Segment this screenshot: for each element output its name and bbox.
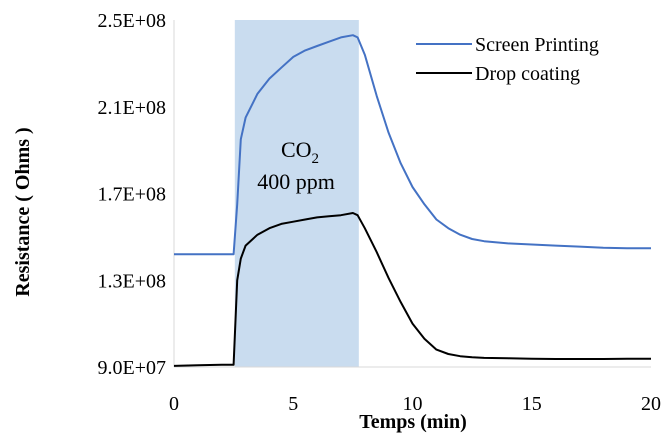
- x-tick-label: 5: [288, 393, 298, 415]
- svg-text:CO2: CO2: [281, 137, 319, 167]
- x-tick-label: 0: [169, 393, 179, 415]
- y-tick-label: 2.5E+08: [98, 10, 167, 32]
- y-tick-label: 1.7E+08: [98, 184, 167, 206]
- y-tick-label: 1.3E+08: [98, 270, 167, 292]
- annotation-co2-subscript: 2: [312, 151, 320, 167]
- series-line-screen-printing: [174, 34, 651, 256]
- x-tick-labels: 0 5 10 15 20: [169, 393, 661, 415]
- legend-label-screen-printing: Screen Printing: [475, 34, 599, 56]
- x-tick-label: 10: [403, 393, 423, 415]
- legend-item-drop-coating: Drop coating: [416, 63, 580, 85]
- y-tick-labels: 9.0E+07 1.3E+08 1.7E+08 2.1E+08 2.5E+08: [98, 10, 167, 379]
- x-tick-label: 15: [522, 393, 542, 415]
- legend-item-screen-printing: Screen Printing: [416, 34, 599, 56]
- co2-exposure-region: [234, 20, 359, 367]
- y-tick-label: 9.0E+07: [98, 357, 167, 379]
- co2-shaded-band: [234, 20, 359, 367]
- legend: Screen Printing Drop coating: [416, 34, 599, 85]
- annotation-co2-label: CO: [281, 137, 312, 162]
- annotation-co2: CO2 400 ppm: [257, 137, 335, 194]
- legend-label-drop-coating: Drop coating: [475, 63, 580, 85]
- x-axis-title: Temps (min): [359, 411, 467, 433]
- annotation-concentration: 400 ppm: [257, 169, 335, 194]
- series-lines: [173, 34, 651, 367]
- axes: [173, 20, 651, 368]
- series-line-drop-coating: [173, 212, 651, 367]
- y-axis-title: Resistance ( Ohms ): [12, 127, 34, 296]
- x-tick-label: 20: [641, 393, 661, 415]
- y-tick-label: 2.1E+08: [98, 97, 167, 119]
